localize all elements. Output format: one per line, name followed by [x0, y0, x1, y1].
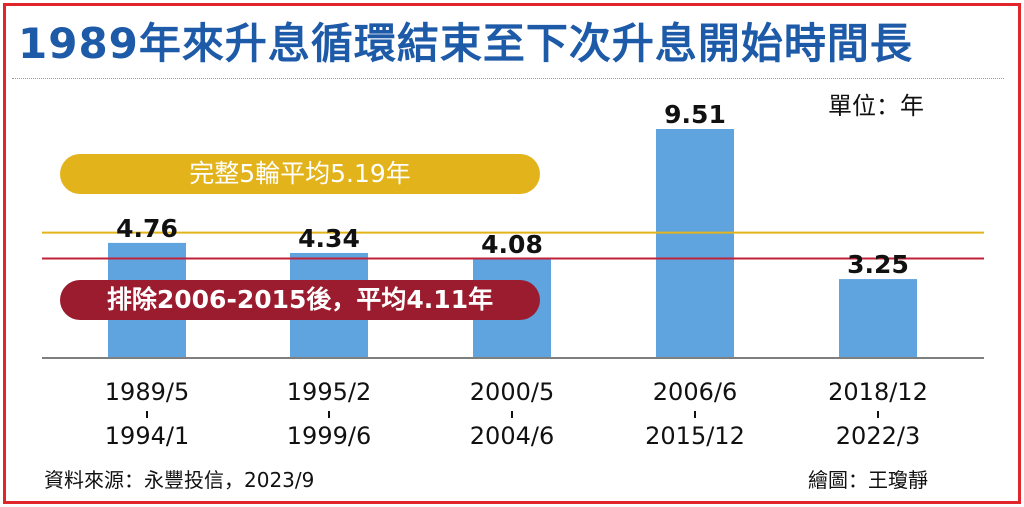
value-label-1: 4.34	[298, 224, 360, 253]
period-start-label-0: 1989/5	[105, 378, 189, 406]
period-start-label-2: 2000/5	[470, 378, 554, 406]
title-divider	[12, 78, 1004, 79]
average-all-badge: 完整5輪平均5.19年	[60, 154, 540, 194]
period-start-label-3: 2006/6	[653, 378, 737, 406]
labels-layer: 4.76 1989/5 1994/1 4.34 1995/2 1999/6 4.08 2000…	[105, 100, 928, 450]
value-label-2: 4.08	[481, 230, 543, 259]
period-end-label-0: 1994/1	[105, 422, 189, 450]
value-label-3: 9.51	[664, 100, 726, 129]
unit-label: 單位：年	[828, 92, 924, 120]
period-start-label-4: 2018/12	[828, 378, 928, 406]
source-note: 資料來源：永豐投信，2023/9	[44, 468, 315, 492]
bar-4	[839, 279, 917, 357]
value-label-4: 3.25	[847, 250, 909, 279]
period-end-label-2: 2004/6	[470, 422, 554, 450]
period-end-label-1: 1999/6	[287, 422, 371, 450]
period-end-label-3: 2015/12	[645, 422, 745, 450]
graphic-credit: 繪圖：王瓊靜	[808, 468, 928, 492]
value-label-0: 4.76	[116, 214, 178, 243]
average-excluded-badge: 排除2006-2015後，平均4.11年	[60, 280, 540, 320]
period-end-label-4: 2022/3	[836, 422, 920, 450]
chart-title: 1989年來升息循環結束至下次升息開始時間長	[18, 19, 913, 68]
period-start-label-1: 1995/2	[287, 378, 371, 406]
bar-3	[656, 129, 734, 357]
